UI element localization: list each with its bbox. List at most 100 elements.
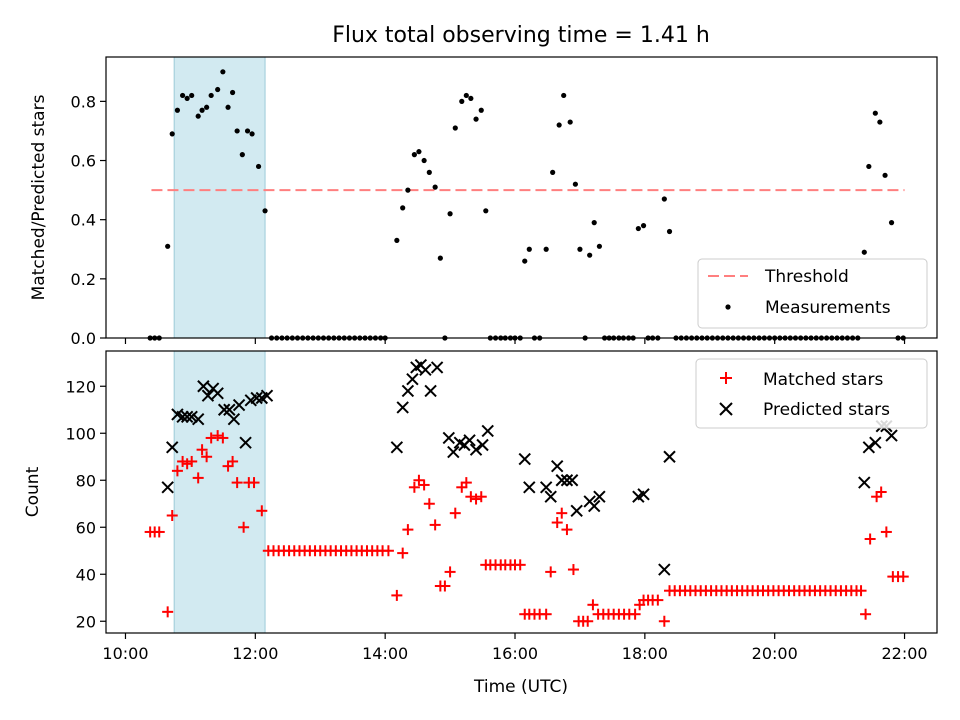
measurement-point [426, 169, 432, 175]
predicted-star-point [227, 412, 241, 426]
predicted-star-point [161, 481, 174, 494]
predicted-star-point [544, 490, 557, 503]
matched-star-point [514, 559, 526, 571]
matched-star-point [587, 599, 599, 611]
top-y-tick-label: 0.0 [71, 329, 96, 348]
measurement-point [220, 69, 226, 75]
predicted-star-point [180, 410, 194, 424]
matched-star-point [186, 455, 198, 467]
matched-stars-series [144, 430, 909, 627]
chart-title: Flux total observing time = 1.41 h [332, 23, 710, 48]
top-y-tick-label: 0.6 [71, 152, 96, 171]
predicted-star-point [250, 391, 263, 405]
matched-star-point [256, 505, 268, 517]
bottom-axes-frame [105, 350, 938, 634]
predicted-star-point [447, 445, 460, 459]
predicted-star-point [885, 429, 898, 442]
measurement-point [882, 172, 888, 178]
predicted-star-point [211, 387, 224, 400]
predicted-star-point [424, 384, 437, 398]
top-panel: 0.00.20.40.60.8 Matched/Predicted stars … [29, 56, 938, 348]
bottom-x-tick-label: 16:00 [492, 644, 538, 663]
bottom-y-tick-label: 80 [76, 471, 96, 490]
matched-star-point [880, 526, 892, 538]
predicted-star-point [463, 434, 476, 447]
measurement-point [229, 89, 236, 96]
bottom-legend: Matched stars Predicted stars [695, 358, 928, 429]
measurement-point [587, 252, 593, 258]
measurement-point [432, 184, 438, 190]
predicted-star-point [869, 436, 882, 449]
measurement-point [459, 98, 465, 104]
matched-star-point [545, 566, 557, 578]
measurement-point [888, 220, 895, 226]
predicted-star-point [560, 474, 574, 487]
matched-star-point [153, 526, 165, 538]
matched-star-point [391, 589, 403, 601]
bottom-panel: 20 40 60 80 100 120 10:00 12:00 14:00 16:00 18:00… [23, 350, 938, 697]
matched-star-point [231, 477, 243, 489]
predicted-star-point [396, 401, 409, 414]
measurement-point [661, 196, 667, 202]
bottom-x-tick-label: 20:00 [752, 644, 798, 663]
measurement-point [255, 163, 262, 170]
matched-star-point [418, 479, 430, 491]
bottom-x-axis: 10:00 12:00 14:00 16:00 18:00 20:00 22:00 [102, 633, 928, 663]
top-shaded-region [173, 56, 266, 339]
measurement-point [866, 163, 872, 170]
top-y-axis: 0.0 0.2 0.4 0.6 0.8 [71, 92, 106, 348]
measurement-point [244, 128, 251, 134]
measurement-point [861, 249, 867, 255]
predicted-star-point [523, 481, 536, 494]
matched-star-point [402, 524, 414, 536]
predicted-star-point [593, 490, 606, 503]
top-axes-frame [105, 56, 938, 339]
predicted-star-point [217, 403, 231, 416]
predicted-star-point [550, 459, 564, 473]
matched-star-point [864, 533, 876, 545]
matched-star-point [192, 472, 204, 484]
measurement-point [567, 119, 573, 125]
matched-star-point [897, 571, 909, 583]
predicted-star-point [390, 441, 404, 454]
measurement-point [478, 107, 484, 113]
measurement-point [556, 122, 562, 128]
legend-predicted-label: Predicted stars [763, 400, 890, 420]
measurement-point [543, 246, 549, 252]
matched-star-point [556, 507, 568, 519]
measurement-point [877, 119, 883, 125]
matched-star-point [238, 521, 250, 533]
matched-star-point [875, 486, 887, 498]
matched-star-point [429, 519, 441, 531]
measurement-point [577, 246, 583, 252]
predicted-star-point [442, 431, 455, 445]
measurement-point [225, 104, 231, 110]
bottom-x-tick-label: 10:00 [102, 644, 148, 663]
predicted-star-point [166, 441, 179, 454]
top-y-tick-label: 0.4 [71, 211, 96, 230]
matched-star-point [423, 498, 435, 510]
measurement-point [468, 95, 474, 102]
matched-star-point [855, 585, 867, 597]
measurement-point [239, 152, 245, 158]
measurement-point [640, 223, 647, 229]
matched-star-point [196, 444, 208, 456]
predicted-star-point [430, 361, 444, 374]
matched-star-point [582, 615, 594, 627]
matched-star-point [397, 547, 409, 559]
x-axis-label: Time (UTC) [473, 677, 568, 697]
measurement-point [234, 128, 240, 134]
top-y-tick-label: 0.8 [71, 92, 96, 111]
bottom-y-tick-label: 40 [76, 565, 96, 584]
matched-star-point [171, 465, 183, 477]
matched-star-point [444, 566, 456, 578]
measurement-point [437, 255, 443, 261]
predicted-star-point [555, 474, 568, 487]
predicted-star-point [401, 384, 415, 398]
bottom-x-tick-label: 14:00 [362, 644, 408, 663]
top-legend: Threshold Measurements [697, 258, 928, 329]
measurement-point [394, 237, 400, 243]
matched-star-point [166, 510, 178, 521]
measurement-point [262, 208, 268, 214]
